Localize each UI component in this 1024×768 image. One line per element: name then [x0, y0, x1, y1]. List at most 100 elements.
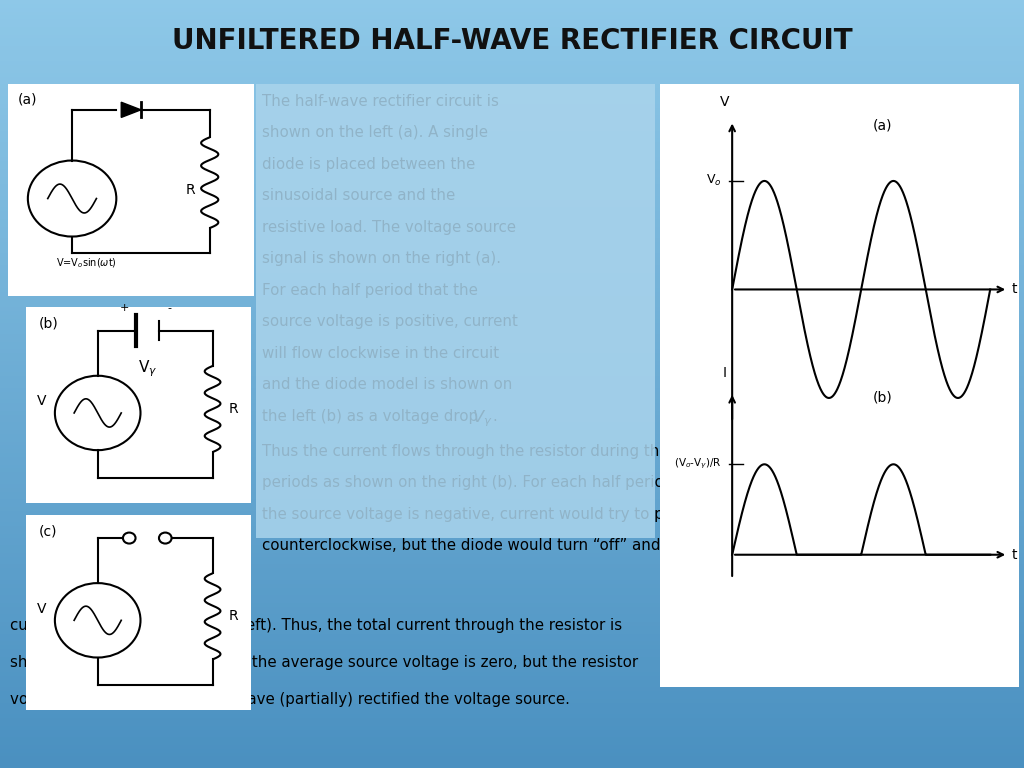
Text: signal is shown on the right (a).: signal is shown on the right (a).	[262, 251, 501, 266]
Bar	[0, 315, 1024, 319]
Bar	[0, 361, 1024, 365]
Bar	[0, 668, 1024, 672]
Text: For each half period that the: For each half period that the	[262, 283, 478, 298]
Bar	[0, 764, 1024, 768]
Bar	[0, 342, 1024, 346]
Bar	[0, 219, 1024, 223]
Bar	[0, 522, 1024, 526]
Bar	[0, 127, 1024, 131]
Bar	[0, 104, 1024, 108]
Bar	[0, 541, 1024, 545]
Bar	[0, 273, 1024, 276]
Bar	[0, 207, 1024, 211]
Bar	[0, 138, 1024, 142]
Text: V=V$_o$sin($\omega$t): V=V$_o$sin($\omega$t)	[56, 257, 117, 270]
Bar	[0, 276, 1024, 280]
Bar	[0, 142, 1024, 146]
Bar	[0, 261, 1024, 265]
Bar	[0, 84, 1024, 88]
Text: R: R	[228, 609, 238, 624]
Bar	[0, 300, 1024, 303]
Text: (a): (a)	[872, 119, 893, 133]
Bar	[0, 284, 1024, 288]
Bar	[0, 468, 1024, 472]
Bar	[0, 234, 1024, 238]
Bar	[0, 534, 1024, 538]
Bar	[0, 476, 1024, 480]
Bar	[0, 349, 1024, 353]
Bar	[0, 499, 1024, 503]
Bar	[0, 634, 1024, 637]
Bar	[0, 753, 1024, 756]
Bar	[0, 157, 1024, 161]
Bar	[0, 687, 1024, 691]
Text: current would pass ((c) on the left). Thus, the total current through the resist: current would pass ((c) on the left). Th…	[10, 618, 623, 634]
Bar	[0, 457, 1024, 461]
Bar	[0, 100, 1024, 104]
Bar	[0, 545, 1024, 549]
Polygon shape	[121, 102, 141, 118]
Text: source voltage is positive, current: source voltage is positive, current	[262, 314, 518, 329]
Bar	[0, 388, 1024, 392]
Bar	[0, 411, 1024, 415]
Bar	[0, 618, 1024, 622]
Text: Thus the current flows through the resistor during those half-: Thus the current flows through the resis…	[262, 444, 724, 459]
Text: -: -	[168, 303, 172, 313]
Bar	[0, 461, 1024, 465]
Bar	[0, 599, 1024, 603]
Bar	[0, 718, 1024, 722]
Bar	[0, 35, 1024, 38]
Text: .: .	[493, 409, 498, 424]
Text: resistive load. The voltage source: resistive load. The voltage source	[262, 220, 516, 235]
Text: $V_\gamma$: $V_\gamma$	[472, 409, 493, 429]
Bar	[0, 472, 1024, 476]
Bar	[0, 31, 1024, 35]
Text: voltage is never negative, we have (partially) rectified the voltage source.: voltage is never negative, we have (part…	[10, 692, 570, 707]
Text: and the diode model is shown on: and the diode model is shown on	[262, 377, 513, 392]
Bar	[0, 611, 1024, 614]
Bar	[0, 192, 1024, 196]
Bar	[0, 46, 1024, 50]
Bar	[0, 699, 1024, 703]
Bar	[0, 637, 1024, 641]
Text: t: t	[1012, 283, 1017, 296]
Bar	[0, 626, 1024, 630]
Bar	[0, 353, 1024, 357]
Bar	[0, 357, 1024, 361]
Bar	[0, 680, 1024, 684]
Bar	[0, 19, 1024, 23]
Bar	[0, 422, 1024, 426]
Bar	[0, 200, 1024, 204]
Bar	[0, 303, 1024, 307]
Text: diode is placed between the: diode is placed between the	[262, 157, 475, 172]
Bar	[0, 134, 1024, 138]
Bar	[0, 65, 1024, 69]
Bar	[0, 54, 1024, 58]
Bar	[0, 749, 1024, 753]
Bar	[0, 453, 1024, 457]
Bar	[0, 61, 1024, 65]
Text: the source voltage is negative, current would try to pass: the source voltage is negative, current …	[262, 507, 689, 522]
Bar	[0, 384, 1024, 388]
Bar	[0, 495, 1024, 499]
Bar	[0, 288, 1024, 292]
Bar	[0, 407, 1024, 411]
Text: V: V	[37, 601, 46, 616]
Bar	[0, 4, 1024, 8]
Bar	[0, 96, 1024, 100]
Text: V$_o$: V$_o$	[706, 174, 721, 188]
Bar	[0, 426, 1024, 430]
Bar	[0, 557, 1024, 561]
Bar	[0, 154, 1024, 157]
Text: shown in (b) on the right. Since the average source voltage is zero, but the res: shown in (b) on the right. Since the ave…	[10, 655, 638, 670]
Bar	[0, 641, 1024, 645]
Bar	[0, 50, 1024, 54]
Bar	[0, 707, 1024, 710]
Bar	[0, 269, 1024, 273]
Bar	[0, 42, 1024, 46]
Bar	[0, 346, 1024, 349]
Bar	[0, 380, 1024, 384]
Bar	[0, 484, 1024, 488]
Bar	[0, 165, 1024, 169]
Bar	[0, 442, 1024, 445]
